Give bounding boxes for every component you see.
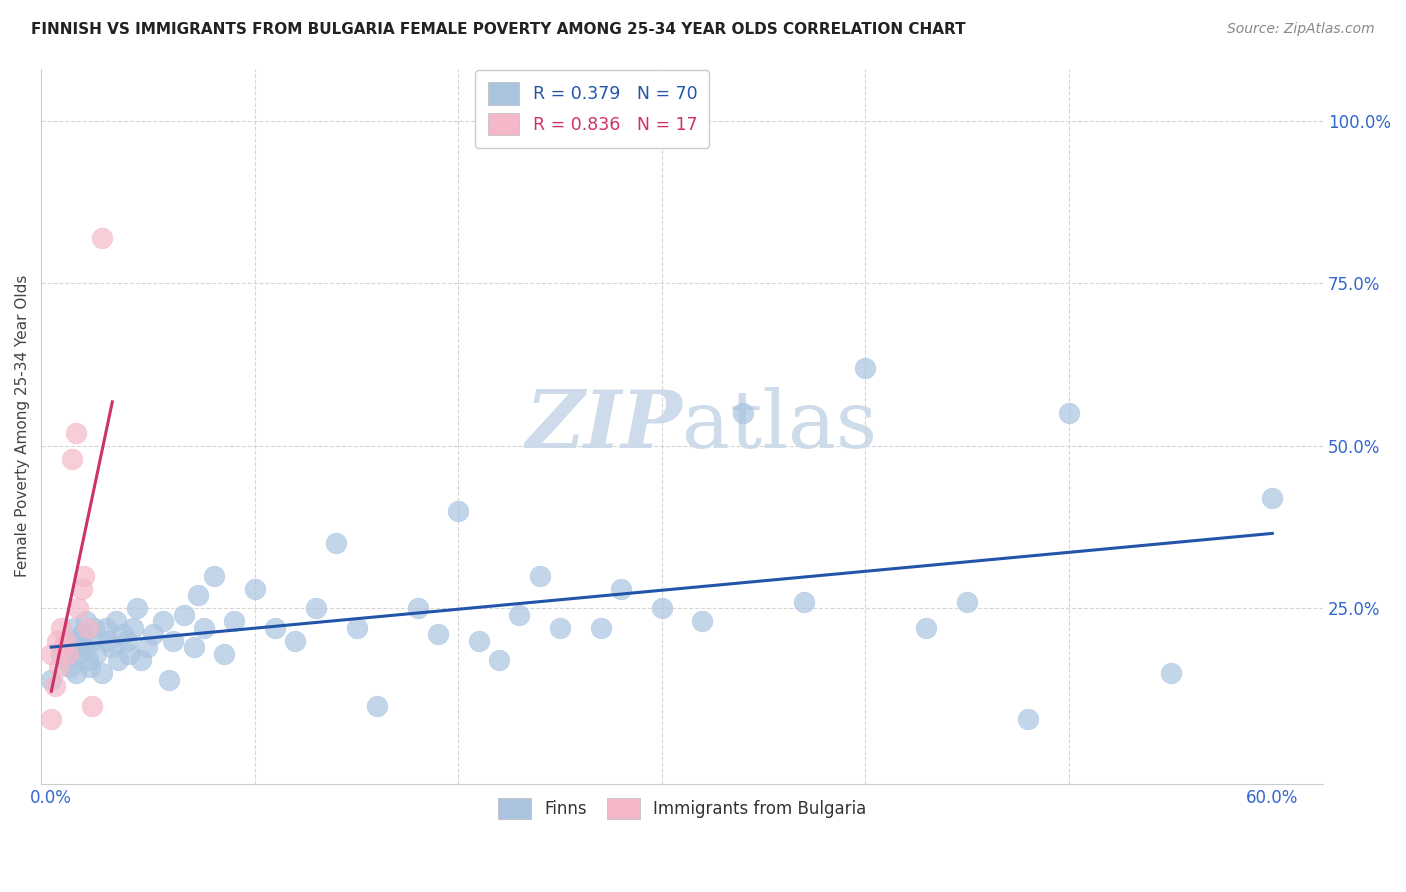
Point bbox=[187, 588, 209, 602]
Point bbox=[488, 653, 510, 667]
Point bbox=[447, 503, 470, 517]
Point bbox=[173, 607, 195, 622]
Text: ZIP: ZIP bbox=[526, 387, 682, 465]
Point bbox=[51, 647, 73, 661]
Point bbox=[55, 653, 77, 667]
Legend: Finns, Immigrants from Bulgaria: Finns, Immigrants from Bulgaria bbox=[491, 792, 873, 825]
Point bbox=[406, 601, 429, 615]
Point bbox=[59, 659, 82, 673]
Point bbox=[162, 633, 184, 648]
Point bbox=[75, 614, 97, 628]
Point bbox=[52, 640, 75, 655]
Point bbox=[202, 568, 225, 582]
Point bbox=[73, 568, 96, 582]
Point bbox=[55, 633, 77, 648]
Point bbox=[529, 568, 551, 582]
Point bbox=[56, 633, 79, 648]
Point bbox=[467, 633, 489, 648]
Point bbox=[66, 647, 89, 661]
Point bbox=[60, 640, 83, 655]
Text: FINNISH VS IMMIGRANTS FROM BULGARIA FEMALE POVERTY AMONG 25-34 YEAR OLDS CORRELA: FINNISH VS IMMIGRANTS FROM BULGARIA FEMA… bbox=[31, 22, 966, 37]
Point bbox=[1017, 712, 1039, 726]
Point bbox=[125, 601, 148, 615]
Point bbox=[508, 607, 530, 622]
Point bbox=[70, 582, 93, 596]
Point bbox=[325, 536, 347, 550]
Point bbox=[39, 647, 62, 661]
Point bbox=[142, 627, 165, 641]
Point bbox=[65, 666, 87, 681]
Point bbox=[152, 614, 174, 628]
Point bbox=[214, 647, 236, 661]
Point bbox=[243, 582, 266, 596]
Point bbox=[80, 698, 103, 713]
Point bbox=[91, 666, 114, 681]
Point bbox=[101, 640, 124, 655]
Point bbox=[51, 621, 73, 635]
Point bbox=[1160, 666, 1182, 681]
Point bbox=[121, 621, 143, 635]
Point bbox=[264, 621, 287, 635]
Point bbox=[651, 601, 673, 615]
Point bbox=[589, 621, 612, 635]
Point bbox=[548, 621, 571, 635]
Point bbox=[107, 653, 129, 667]
Y-axis label: Female Poverty Among 25-34 Year Olds: Female Poverty Among 25-34 Year Olds bbox=[15, 275, 30, 577]
Point bbox=[157, 673, 180, 687]
Point bbox=[733, 406, 755, 420]
Point bbox=[346, 621, 368, 635]
Point bbox=[80, 633, 103, 648]
Point bbox=[426, 627, 449, 641]
Point bbox=[48, 659, 70, 673]
Point bbox=[39, 673, 62, 687]
Point bbox=[915, 621, 938, 635]
Point bbox=[70, 627, 93, 641]
Point bbox=[83, 621, 105, 635]
Point bbox=[73, 640, 96, 655]
Point bbox=[193, 621, 215, 635]
Point bbox=[69, 633, 91, 648]
Point bbox=[284, 633, 307, 648]
Point bbox=[62, 621, 84, 635]
Point bbox=[111, 627, 134, 641]
Point bbox=[117, 647, 139, 661]
Point bbox=[692, 614, 714, 628]
Point bbox=[366, 698, 388, 713]
Point bbox=[1261, 491, 1284, 505]
Point bbox=[115, 633, 138, 648]
Point bbox=[39, 712, 62, 726]
Point bbox=[65, 425, 87, 440]
Point bbox=[44, 679, 66, 693]
Point bbox=[956, 595, 979, 609]
Point bbox=[853, 360, 876, 375]
Point bbox=[183, 640, 205, 655]
Point bbox=[91, 230, 114, 244]
Point bbox=[305, 601, 328, 615]
Point bbox=[105, 614, 128, 628]
Text: atlas: atlas bbox=[682, 387, 877, 465]
Point bbox=[84, 647, 107, 661]
Point bbox=[56, 647, 79, 661]
Point bbox=[77, 621, 100, 635]
Point bbox=[129, 653, 152, 667]
Point bbox=[77, 653, 100, 667]
Point bbox=[224, 614, 246, 628]
Point bbox=[46, 633, 69, 648]
Point bbox=[96, 621, 118, 635]
Point bbox=[79, 659, 101, 673]
Point bbox=[610, 582, 633, 596]
Point bbox=[1057, 406, 1080, 420]
Point bbox=[60, 451, 83, 466]
Point bbox=[136, 640, 159, 655]
Point bbox=[793, 595, 815, 609]
Point bbox=[97, 633, 120, 648]
Point bbox=[66, 601, 89, 615]
Text: Source: ZipAtlas.com: Source: ZipAtlas.com bbox=[1227, 22, 1375, 37]
